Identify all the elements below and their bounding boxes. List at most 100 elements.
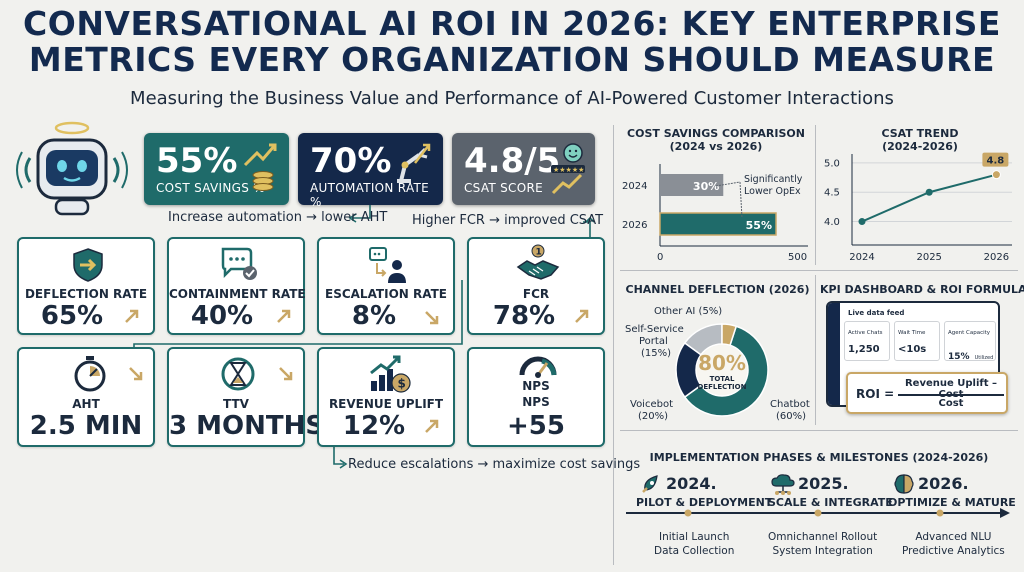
deflection-rate-label: DEFLECTION RATE xyxy=(24,287,148,301)
csat-y-tick-label: 4.5 xyxy=(824,188,840,199)
tile-wait-time: Wait Time <10s xyxy=(894,321,940,361)
aht-value: 2.5 MIN xyxy=(29,411,143,441)
revenue-uplift-value: 12% xyxy=(342,411,406,441)
deflection-center-value: 80% xyxy=(698,351,746,375)
roi-fraction-line xyxy=(898,394,1004,396)
panel-divider-horizontal-1 xyxy=(620,270,1018,271)
csat-score-card: 4.8/5 CSAT SCORE ★★★★★ xyxy=(452,133,595,205)
csat-y-tick-label: 5.0 xyxy=(824,158,840,169)
csat-annotation-badge xyxy=(982,152,1009,167)
slice-other-ai xyxy=(721,323,738,347)
tile-agent-capacity: Agent Capacity 15% Utilized xyxy=(944,321,996,362)
deflection-rate-card: DEFLECTION RATE 65% xyxy=(17,237,155,335)
page-title: CONVERSATIONAL AI ROI IN 2026: KEY ENTER… xyxy=(23,4,1001,79)
cost-savings-label: COST SAVINGS % xyxy=(156,181,265,195)
arrow-up-right-icon xyxy=(425,419,439,433)
containment-rate-label: CONTAINMENT RATE xyxy=(169,287,306,301)
handshake-icon: 1 xyxy=(516,244,560,280)
arrow-down-right-icon xyxy=(129,367,143,381)
chat-check-icon xyxy=(221,247,257,280)
ttv-label: TTV xyxy=(223,397,249,411)
csat-x-tick-label: 2025 xyxy=(916,252,941,263)
arrow-down-right-icon xyxy=(425,311,439,325)
channel-deflection-title: CHANNEL DEFLECTION (2026) xyxy=(625,283,810,296)
cost-savings-card: 55% COST SAVINGS % xyxy=(144,133,289,205)
cost-savings-chart: 2024 2026 30% 55% 0 500 Significantly Lo… xyxy=(622,164,808,263)
csat-trend-title: CSAT TREND (2024-2026) xyxy=(881,127,959,153)
stopwatch-icon xyxy=(74,356,106,392)
automation-rate-label: AUTOMATION RATE % xyxy=(310,181,430,209)
fcr-label: FCR xyxy=(522,287,550,301)
csat-point xyxy=(925,188,933,196)
flow-note-automation: Increase automation → lower AHT xyxy=(168,210,388,225)
panel-divider-vertical-top xyxy=(815,125,816,265)
svg-text:1: 1 xyxy=(536,248,542,258)
slice-chatbot xyxy=(683,325,769,417)
containment-rate-card: CONTAINMENT RATE 40% xyxy=(167,237,306,335)
kpi-dashboard-title: KPI DASHBOARD & ROI FORMULA xyxy=(820,283,1024,296)
phase-2-name: SCALE & INTEGRATE xyxy=(768,496,893,509)
csat-point xyxy=(991,170,1001,180)
phase-2-year: 2025. xyxy=(798,474,849,493)
aht-card: AHT 2.5 MIN xyxy=(17,347,155,447)
slice-label-other-ai: Other AI (5%) xyxy=(654,306,723,317)
revenue-growth-icon: $ xyxy=(370,355,411,393)
nps-label: NPS xyxy=(522,379,550,393)
revenue-uplift-card: $ REVENUE UPLIFT 12% xyxy=(317,347,455,447)
rocket-icon xyxy=(642,475,658,493)
nps-value: +55 xyxy=(507,411,565,441)
smiley-rating-icon: ★★★★★ xyxy=(551,143,585,195)
arrow-up-right-icon xyxy=(277,309,291,323)
cloud-network-icon xyxy=(771,474,795,495)
cost-savings-chart-title: COST SAVINGS COMPARISON (2024 vs 2026) xyxy=(627,127,805,153)
phases-title: IMPLEMENTATION PHASES & MILESTONES (2024… xyxy=(649,451,989,464)
deflection-center-label-1: TOTAL xyxy=(710,375,735,383)
tile-active-chats: Active Chats 1,250 xyxy=(844,321,890,361)
phase-1-year: 2024. xyxy=(666,474,717,493)
brain-icon xyxy=(894,474,914,494)
svg-text:$: $ xyxy=(398,377,406,391)
timeline-arrow xyxy=(626,508,1010,518)
cost-axis-tick-500: 500 xyxy=(788,252,807,263)
slice-label-self-service: Self-Service Portal (15%) xyxy=(625,324,684,359)
cost-bar-2026-label: 55% xyxy=(746,219,772,232)
roi-formula-box: ROI = Revenue Uplift – Cost Cost xyxy=(846,372,1008,414)
csat-point xyxy=(858,218,866,226)
escalation-rate-label: ESCALATION RATE xyxy=(325,287,447,301)
cost-bar-2026 xyxy=(659,212,777,236)
flow-note-escalations: Reduce escalations → maximize cost savin… xyxy=(348,457,641,472)
page-subtitle: Measuring the Business Value and Perform… xyxy=(130,88,894,109)
phase-3-desc: Advanced NLU Predictive Analytics xyxy=(902,531,1005,557)
fcr-value: 78% xyxy=(492,301,556,331)
roi-denominator: Cost xyxy=(938,398,964,409)
robot-mascot-icon xyxy=(16,121,128,216)
panel-divider-vertical-left xyxy=(613,125,614,565)
slice-label-voicebot: Voicebot (20%) xyxy=(630,399,673,422)
csat-score-label: CSAT SCORE xyxy=(464,181,544,195)
csat-score-value: 4.8/5 xyxy=(464,141,561,181)
arrow-up-right-icon xyxy=(125,309,139,323)
phase-1-desc: Initial Launch Data Collection xyxy=(654,531,735,557)
containment-rate-value: 40% xyxy=(190,301,254,331)
automation-rate-card: 70% AUTOMATION RATE % xyxy=(298,133,443,209)
phase-3-year: 2026. xyxy=(918,474,969,493)
phase-2-desc: Omnichannel Rollout System Integration xyxy=(768,531,878,557)
cost-bar-2024 xyxy=(660,174,724,196)
roi-label: ROI = xyxy=(856,387,895,401)
svg-text:★★★★★: ★★★★★ xyxy=(553,166,584,174)
donut-center xyxy=(697,345,747,395)
gauge-icon xyxy=(519,356,557,378)
cost-bar-2026-category: 2026 xyxy=(622,220,647,231)
ttv-value: 3 MONTHS xyxy=(169,411,325,441)
live-feed-label: Live data feed xyxy=(848,309,905,317)
nps-card: NPS NPS +55 xyxy=(467,347,605,447)
csat-annotation-label: 4.8 xyxy=(987,156,1005,167)
revenue-uplift-label: REVENUE UPLIFT xyxy=(328,397,444,411)
dashboard-sidebar xyxy=(828,303,840,405)
csat-trend-chart: 4.8 2024 2025 2026 4.0 4.5 5.0 xyxy=(824,152,1012,263)
panel-divider-horizontal-2 xyxy=(620,430,1018,431)
cost-axis-tick-0: 0 xyxy=(657,252,663,263)
cost-bar-2024-label: 30% xyxy=(693,180,719,193)
cost-note-line1: Significantly xyxy=(744,174,803,185)
escalation-agent-icon xyxy=(369,247,406,283)
